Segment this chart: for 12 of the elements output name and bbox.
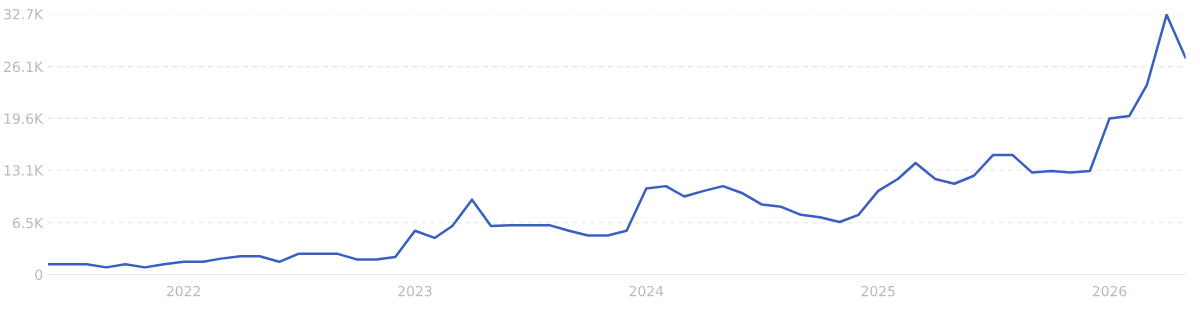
x-tick-label: 2026	[1092, 285, 1127, 297]
x-tick-label: 2024	[629, 285, 664, 297]
y-tick-label: 13.1K	[4, 165, 44, 176]
y-tick-label: 0	[35, 269, 43, 281]
x-tick-label: 2022	[166, 285, 200, 297]
x-tick-label: 2025	[861, 285, 895, 297]
y-tick-label: 26.1K	[4, 61, 44, 73]
y-tick-label: 32.7K	[4, 9, 44, 20]
y-tick-label: 6.5K	[12, 217, 44, 229]
x-tick-label: 2023	[398, 285, 432, 297]
y-tick-label: 19.6K	[4, 113, 44, 124]
line-series	[48, 14, 1186, 269]
